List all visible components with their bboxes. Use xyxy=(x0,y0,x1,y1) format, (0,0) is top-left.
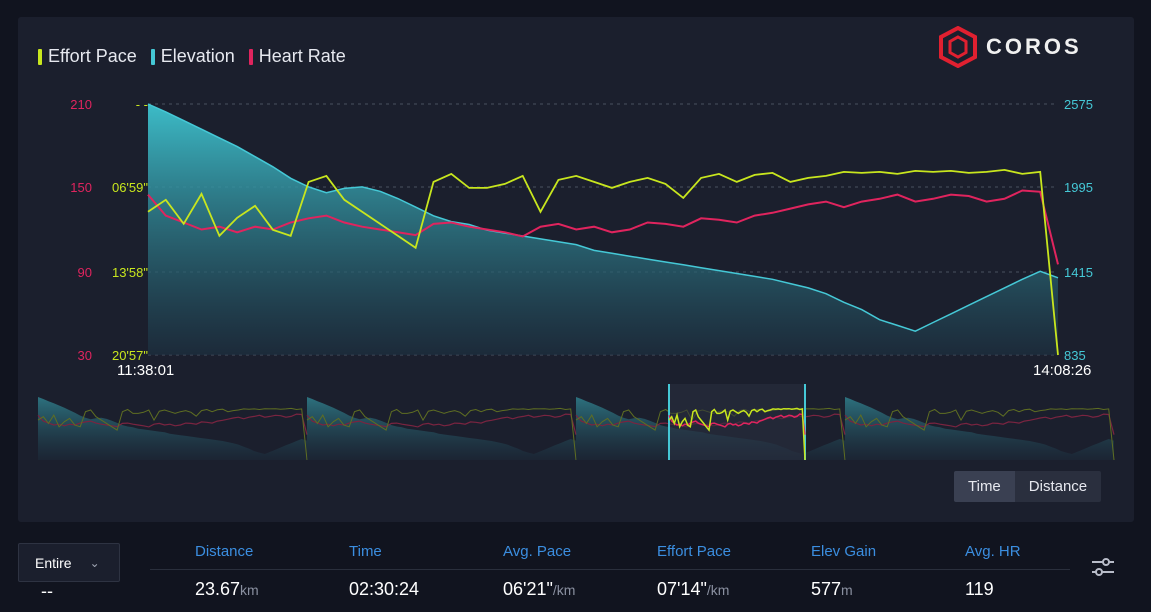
hr-tick: 90 xyxy=(77,265,92,280)
legend-label: Heart Rate xyxy=(258,46,346,66)
stat-value-avg-pace: 06'21"/km xyxy=(503,579,575,600)
stat-number: 06'21" xyxy=(503,579,553,599)
brand-name: COROS xyxy=(986,34,1082,59)
pace-tick: 20'57" xyxy=(111,348,148,363)
coros-hexagon-icon xyxy=(939,26,977,68)
legend-elevation[interactable]: Elevation xyxy=(150,46,235,67)
pace-tick: 06'59" xyxy=(111,180,148,195)
chevron-down-icon: ⌄ xyxy=(89,555,100,570)
overview-elevation-area xyxy=(845,397,1114,460)
stat-header-effort-pace: Effort Pace xyxy=(657,543,731,560)
hr-tick: 150 xyxy=(70,180,92,195)
stat-unit: /km xyxy=(552,582,576,598)
distance-toggle-button[interactable]: Distance xyxy=(1014,471,1102,502)
elev-tick: 2575 xyxy=(1064,97,1093,112)
overview-elevation-area xyxy=(576,397,845,460)
hr-tick: 30 xyxy=(77,348,92,363)
overview-selection-window xyxy=(669,384,805,460)
heart-rate-line xyxy=(147,189,1059,265)
stat-unit: /km xyxy=(706,582,730,598)
legend-label: Effort Pace xyxy=(48,46,137,66)
stat-number: 577 xyxy=(811,579,842,599)
elev-tick: 835 xyxy=(1064,348,1086,363)
pace-tick: 13'58" xyxy=(111,265,148,280)
time-start-label: 11:38:01 xyxy=(117,362,175,379)
stat-header-elev-gain: Elev Gain xyxy=(811,543,877,560)
legend-effort-pace[interactable]: Effort Pace xyxy=(38,46,137,67)
stat-unit: m xyxy=(841,582,853,598)
elev-tick: 1995 xyxy=(1064,180,1093,195)
coros-logo: COROS xyxy=(938,26,1082,68)
stat-header-time: Time xyxy=(349,543,382,560)
stat-value-time: 02:30:24 xyxy=(349,579,419,600)
chart-legend: Effort Pace Elevation Heart Rate xyxy=(38,46,360,67)
stat-header-avg-pace: Avg. Pace xyxy=(503,543,572,560)
overview-elevation-area xyxy=(38,397,307,460)
overview-heart-rate-line xyxy=(844,413,1115,435)
stat-header-avg-hr: Avg. HR xyxy=(965,543,1021,560)
stat-header-distance: Distance xyxy=(195,543,254,560)
time-toggle-button[interactable]: Time xyxy=(954,471,1015,502)
range-value: -- xyxy=(41,581,53,601)
stat-value-avg-hr: 119 xyxy=(965,579,994,600)
time-end-label: 14:08:26 xyxy=(1033,362,1092,379)
stat-value-distance: 23.67km xyxy=(195,579,259,600)
stat-number: 23.67 xyxy=(195,579,241,599)
overview-heart-rate-line xyxy=(306,413,577,435)
effort-pace-swatch xyxy=(38,48,42,65)
overview-effort-pace-line xyxy=(844,407,1115,461)
range-select[interactable]: Entire ⌄ xyxy=(18,543,120,582)
legend-heart-rate[interactable]: Heart Rate xyxy=(248,46,346,67)
overview-elevation-area xyxy=(307,397,576,460)
hr-tick: 210 xyxy=(70,97,92,112)
effort-pace-line xyxy=(147,168,1059,356)
heart-rate-swatch xyxy=(248,48,253,65)
pace-tick: - - xyxy=(135,97,148,112)
range-select-value: Entire xyxy=(35,554,72,571)
x-axis-toggle: Time Distance xyxy=(954,471,1102,502)
stat-number: 07'14" xyxy=(657,579,707,599)
elev-tick: 1415 xyxy=(1064,265,1093,280)
overview-selected-effort-pace xyxy=(668,407,806,461)
stat-unit: km xyxy=(240,582,259,598)
filter-settings-icon[interactable] xyxy=(1090,556,1116,578)
overview-effort-pace-line xyxy=(306,407,577,461)
stat-number: 119 xyxy=(965,579,994,599)
stat-value-elev-gain: 577m xyxy=(811,579,853,600)
stat-number: 02:30:24 xyxy=(349,579,420,599)
stat-value-effort-pace: 07'14"/km xyxy=(657,579,729,600)
elevation-swatch xyxy=(150,48,155,65)
elevation-line xyxy=(147,103,1059,333)
overview-effort-pace-line xyxy=(37,407,308,461)
elevation-area xyxy=(148,104,1058,355)
legend-label: Elevation xyxy=(160,46,235,66)
stats-divider xyxy=(150,569,1070,570)
overview-heart-rate-line xyxy=(37,413,308,435)
